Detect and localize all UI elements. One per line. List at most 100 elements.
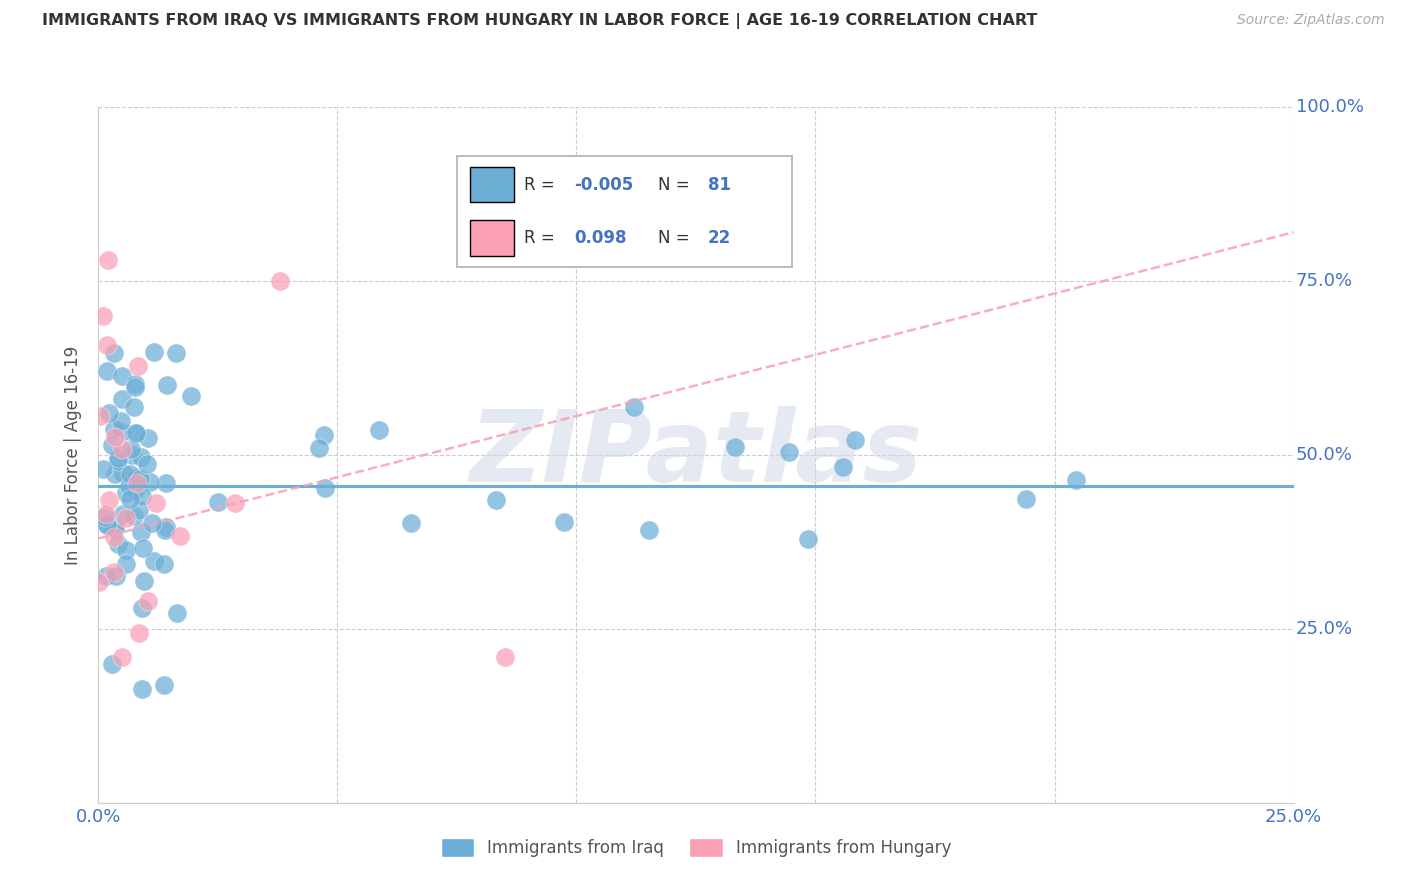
Point — [637, 523, 659, 537]
Point — [125, 425, 148, 440]
Point — [153, 677, 176, 691]
Point — [112, 507, 135, 521]
Point — [165, 346, 187, 360]
Point — [831, 460, 853, 475]
Point — [115, 511, 138, 525]
Point — [103, 345, 125, 359]
Text: 25.0%: 25.0% — [1296, 620, 1353, 638]
Point — [136, 431, 159, 445]
Point — [104, 467, 127, 482]
Point — [107, 454, 129, 468]
Point — [103, 565, 125, 579]
Point — [124, 376, 146, 391]
Point — [120, 467, 142, 481]
Point — [155, 520, 177, 534]
Point — [97, 493, 120, 508]
Point — [368, 423, 391, 437]
Point — [107, 451, 129, 466]
Point — [1015, 492, 1038, 507]
Point — [166, 606, 188, 620]
Point — [93, 510, 115, 524]
Point — [143, 554, 166, 568]
Point — [124, 400, 146, 414]
Point — [111, 466, 134, 480]
Point — [128, 472, 150, 486]
Point — [308, 441, 330, 455]
Point — [94, 568, 117, 582]
Point — [96, 508, 118, 522]
Point — [169, 529, 191, 543]
Point — [111, 425, 134, 439]
Point — [120, 442, 142, 457]
Text: ZIPatlas: ZIPatlas — [470, 407, 922, 503]
Point — [131, 524, 153, 539]
Point — [115, 486, 138, 500]
Point — [131, 601, 153, 615]
Point — [224, 496, 246, 510]
Point — [180, 389, 202, 403]
Point — [104, 430, 127, 444]
Point — [314, 481, 336, 495]
Text: IMMIGRANTS FROM IRAQ VS IMMIGRANTS FROM HUNGARY IN LABOR FORCE | AGE 16-19 CORRE: IMMIGRANTS FROM IRAQ VS IMMIGRANTS FROM … — [42, 13, 1038, 29]
Point — [89, 409, 111, 423]
Point — [128, 503, 150, 517]
Point — [128, 626, 150, 640]
Point — [132, 574, 155, 589]
Point — [114, 543, 136, 558]
Legend: Immigrants from Iraq, Immigrants from Hungary: Immigrants from Iraq, Immigrants from Hu… — [434, 831, 957, 864]
Point — [111, 442, 134, 456]
Point — [127, 359, 149, 373]
Point — [118, 478, 141, 492]
Point — [136, 457, 159, 471]
Point — [103, 530, 125, 544]
Point — [115, 558, 138, 572]
Point — [132, 541, 155, 555]
Text: 75.0%: 75.0% — [1296, 272, 1353, 290]
Y-axis label: In Labor Force | Age 16-19: In Labor Force | Age 16-19 — [65, 345, 83, 565]
Text: Source: ZipAtlas.com: Source: ZipAtlas.com — [1237, 13, 1385, 28]
Point — [98, 406, 121, 420]
Point — [139, 475, 162, 489]
Point — [91, 461, 114, 475]
Point — [155, 476, 177, 491]
Point — [553, 515, 575, 529]
Point — [122, 508, 145, 523]
Point — [96, 364, 118, 378]
Text: 100.0%: 100.0% — [1296, 98, 1364, 116]
Point — [844, 433, 866, 447]
Point — [153, 524, 176, 538]
Point — [399, 516, 422, 531]
Point — [724, 440, 747, 454]
Point — [125, 471, 148, 485]
Point — [125, 475, 148, 490]
Point — [153, 557, 176, 571]
Point — [156, 378, 179, 392]
Point — [1064, 473, 1087, 487]
Point — [103, 422, 125, 436]
Point — [87, 574, 110, 589]
Point — [97, 253, 120, 268]
Point — [103, 520, 125, 534]
Point — [129, 450, 152, 465]
Point — [269, 274, 291, 288]
Point — [145, 496, 167, 510]
Point — [96, 518, 118, 533]
Point — [143, 345, 166, 359]
Point — [207, 495, 229, 509]
Text: 50.0%: 50.0% — [1296, 446, 1353, 464]
Point — [107, 537, 129, 551]
Point — [136, 594, 159, 608]
Point — [485, 493, 508, 508]
Point — [124, 425, 146, 440]
Point — [96, 338, 118, 352]
Point — [141, 516, 163, 530]
Point — [797, 532, 820, 546]
Point — [110, 415, 132, 429]
Point — [623, 400, 645, 414]
Point — [104, 520, 127, 534]
Point — [111, 368, 134, 383]
Point — [494, 649, 516, 664]
Point — [101, 657, 124, 671]
Point — [124, 483, 146, 497]
Point — [312, 428, 335, 442]
